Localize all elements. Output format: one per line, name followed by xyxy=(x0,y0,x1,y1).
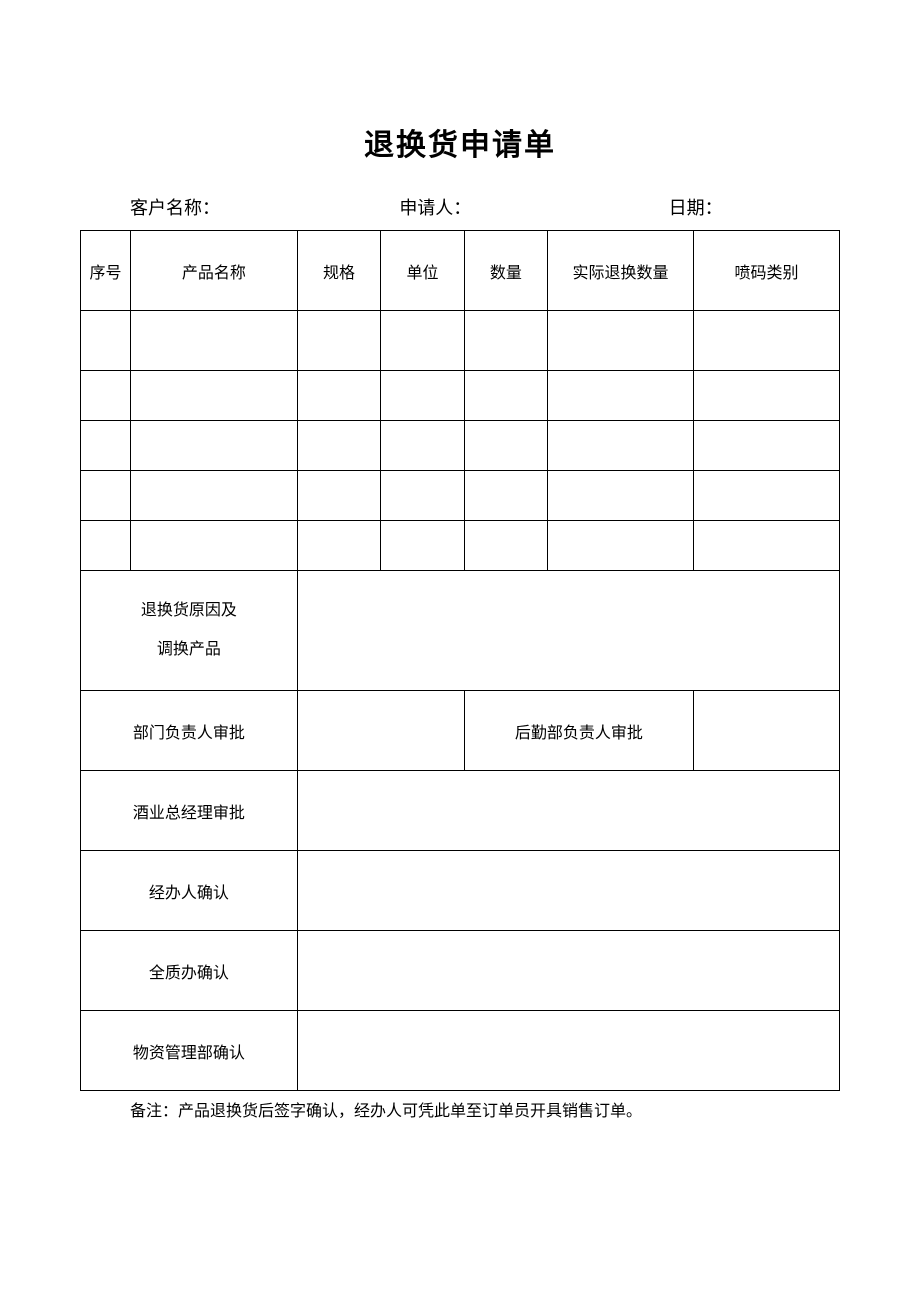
cell-seq xyxy=(81,371,131,421)
cell-qty xyxy=(464,311,547,371)
header-actual-qty: 实际退换数量 xyxy=(548,231,694,311)
cell-product-name xyxy=(131,471,298,521)
header-product-name: 产品名称 xyxy=(131,231,298,311)
cell-spec xyxy=(297,521,380,571)
cell-code-type xyxy=(694,371,840,421)
cell-seq xyxy=(81,421,131,471)
reason-row: 退换货原因及 调换产品 xyxy=(81,571,840,691)
qa-confirm-row: 全质办确认 xyxy=(81,931,840,1011)
cell-code-type xyxy=(694,521,840,571)
reason-line2: 调换产品 xyxy=(157,641,221,658)
header-row: 序号 产品名称 规格 单位 数量 实际退换数量 喷码类别 xyxy=(81,231,840,311)
header-seq: 序号 xyxy=(81,231,131,311)
reason-label: 退换货原因及 调换产品 xyxy=(81,571,298,691)
cell-code-type xyxy=(694,471,840,521)
cell-unit xyxy=(381,421,464,471)
cell-unit xyxy=(381,371,464,421)
handler-confirm-row: 经办人确认 xyxy=(81,851,840,931)
cell-spec xyxy=(297,421,380,471)
cell-unit xyxy=(381,311,464,371)
cell-code-type xyxy=(694,421,840,471)
header-qty: 数量 xyxy=(464,231,547,311)
dept-approval-label: 部门负责人审批 xyxy=(81,691,298,771)
cell-actual-qty xyxy=(548,371,694,421)
cell-code-type xyxy=(694,311,840,371)
gm-approval-label: 酒业总经理审批 xyxy=(81,771,298,851)
cell-qty xyxy=(464,371,547,421)
reason-value xyxy=(297,571,839,691)
cell-qty xyxy=(464,421,547,471)
cell-product-name xyxy=(131,311,298,371)
cell-spec xyxy=(297,471,380,521)
cell-seq xyxy=(81,521,131,571)
date-label: 日期： xyxy=(669,194,840,220)
header-spec: 规格 xyxy=(297,231,380,311)
handler-confirm-value xyxy=(297,851,839,931)
footer-note: 备注：产品退换货后签字确认，经办人可凭此单至订单员开具销售订单。 xyxy=(80,1097,840,1121)
cell-actual-qty xyxy=(548,421,694,471)
reason-line1: 退换货原因及 xyxy=(141,602,237,619)
material-confirm-label: 物资管理部确认 xyxy=(81,1011,298,1091)
form-title: 退换货申请单 xyxy=(80,120,840,164)
logistics-approval-label: 后勤部负责人审批 xyxy=(464,691,693,771)
gm-approval-row: 酒业总经理审批 xyxy=(81,771,840,851)
cell-seq xyxy=(81,471,131,521)
table-row xyxy=(81,471,840,521)
cell-actual-qty xyxy=(548,521,694,571)
cell-unit xyxy=(381,471,464,521)
material-confirm-value xyxy=(297,1011,839,1091)
cell-unit xyxy=(381,521,464,571)
material-confirm-row: 物资管理部确认 xyxy=(81,1011,840,1091)
table-row xyxy=(81,521,840,571)
cell-actual-qty xyxy=(548,311,694,371)
logistics-approval-value xyxy=(694,691,840,771)
table-row xyxy=(81,311,840,371)
header-unit: 单位 xyxy=(381,231,464,311)
cell-actual-qty xyxy=(548,471,694,521)
customer-label: 客户名称： xyxy=(130,194,399,220)
handler-confirm-label: 经办人确认 xyxy=(81,851,298,931)
cell-spec xyxy=(297,371,380,421)
dept-approval-row: 部门负责人审批 后勤部负责人审批 xyxy=(81,691,840,771)
header-code-type: 喷码类别 xyxy=(694,231,840,311)
cell-product-name xyxy=(131,421,298,471)
cell-seq xyxy=(81,311,131,371)
dept-approval-value xyxy=(297,691,464,771)
table-row xyxy=(81,421,840,471)
cell-qty xyxy=(464,521,547,571)
table-row xyxy=(81,371,840,421)
return-form-table: 序号 产品名称 规格 单位 数量 实际退换数量 喷码类别 xyxy=(80,230,840,1091)
gm-approval-value xyxy=(297,771,839,851)
cell-qty xyxy=(464,471,547,521)
meta-row: 客户名称： 申请人： 日期： xyxy=(80,194,840,220)
applicant-label: 申请人： xyxy=(399,194,668,220)
cell-spec xyxy=(297,311,380,371)
cell-product-name xyxy=(131,371,298,421)
cell-product-name xyxy=(131,521,298,571)
qa-confirm-value xyxy=(297,931,839,1011)
qa-confirm-label: 全质办确认 xyxy=(81,931,298,1011)
